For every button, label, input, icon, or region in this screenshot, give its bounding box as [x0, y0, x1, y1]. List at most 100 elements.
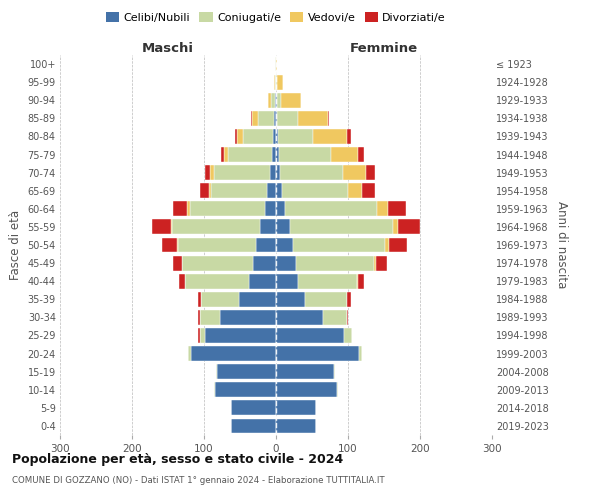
- Bar: [366, 165, 374, 180]
- Bar: [173, 202, 187, 216]
- Bar: [253, 256, 276, 270]
- Bar: [185, 274, 248, 288]
- Bar: [347, 310, 348, 325]
- Bar: [276, 165, 280, 180]
- Bar: [200, 310, 220, 325]
- Bar: [276, 129, 278, 144]
- Bar: [215, 382, 276, 397]
- Bar: [274, 111, 276, 126]
- Bar: [328, 111, 329, 126]
- Bar: [268, 93, 271, 108]
- Bar: [298, 111, 328, 126]
- Bar: [197, 292, 201, 306]
- Bar: [200, 184, 209, 198]
- Bar: [331, 147, 358, 162]
- Bar: [358, 274, 364, 288]
- Bar: [276, 256, 296, 270]
- Bar: [251, 111, 252, 126]
- Bar: [305, 292, 347, 306]
- Bar: [276, 292, 305, 306]
- Bar: [385, 238, 389, 252]
- Bar: [275, 56, 276, 72]
- Bar: [215, 364, 217, 379]
- Bar: [265, 202, 276, 216]
- Bar: [277, 111, 298, 126]
- Bar: [398, 220, 420, 234]
- Bar: [277, 74, 283, 90]
- Bar: [228, 147, 272, 162]
- Bar: [201, 292, 239, 306]
- Bar: [356, 274, 358, 288]
- Bar: [281, 93, 301, 108]
- Bar: [260, 220, 276, 234]
- Bar: [214, 382, 215, 397]
- Bar: [173, 256, 182, 270]
- Bar: [280, 165, 343, 180]
- Bar: [214, 165, 270, 180]
- Bar: [276, 418, 316, 434]
- Bar: [279, 147, 331, 162]
- Bar: [191, 346, 276, 361]
- Bar: [276, 93, 277, 108]
- Bar: [276, 274, 298, 288]
- Bar: [282, 184, 348, 198]
- Bar: [374, 256, 376, 270]
- Bar: [276, 111, 277, 126]
- Bar: [197, 310, 200, 325]
- Bar: [276, 238, 293, 252]
- Bar: [348, 184, 362, 198]
- Bar: [296, 256, 374, 270]
- Bar: [273, 129, 276, 144]
- Bar: [237, 129, 243, 144]
- Bar: [188, 346, 191, 361]
- Bar: [323, 310, 347, 325]
- Bar: [277, 93, 281, 108]
- Bar: [359, 346, 362, 361]
- Bar: [276, 74, 277, 90]
- Bar: [337, 382, 338, 397]
- Bar: [293, 238, 385, 252]
- Bar: [176, 238, 178, 252]
- Bar: [205, 165, 211, 180]
- Bar: [232, 400, 276, 415]
- Bar: [178, 238, 256, 252]
- Bar: [232, 418, 276, 434]
- Bar: [220, 310, 276, 325]
- Bar: [211, 184, 268, 198]
- Bar: [200, 328, 205, 343]
- Bar: [224, 147, 228, 162]
- Legend: Celibi/Nubili, Coniugati/e, Vedovi/e, Divorziati/e: Celibi/Nubili, Coniugati/e, Vedovi/e, Di…: [101, 8, 451, 28]
- Bar: [389, 238, 407, 252]
- Bar: [276, 220, 290, 234]
- Bar: [258, 111, 274, 126]
- Bar: [276, 147, 279, 162]
- Bar: [239, 292, 276, 306]
- Bar: [392, 220, 398, 234]
- Bar: [211, 165, 214, 180]
- Bar: [276, 310, 323, 325]
- Y-axis label: Fasce di età: Fasce di età: [9, 210, 22, 280]
- Bar: [284, 202, 377, 216]
- Bar: [171, 220, 172, 234]
- Text: Maschi: Maschi: [142, 42, 194, 55]
- Text: Femmine: Femmine: [350, 42, 418, 55]
- Y-axis label: Anni di nascita: Anni di nascita: [556, 202, 568, 288]
- Bar: [276, 382, 337, 397]
- Bar: [358, 147, 364, 162]
- Bar: [268, 184, 276, 198]
- Bar: [198, 328, 200, 343]
- Bar: [276, 184, 282, 198]
- Bar: [362, 184, 376, 198]
- Bar: [347, 292, 351, 306]
- Bar: [334, 364, 335, 379]
- Bar: [376, 256, 387, 270]
- Bar: [276, 56, 277, 72]
- Bar: [270, 165, 276, 180]
- Bar: [347, 129, 351, 144]
- Bar: [172, 220, 260, 234]
- Bar: [313, 129, 347, 144]
- Bar: [217, 364, 276, 379]
- Bar: [221, 147, 224, 162]
- Bar: [235, 129, 237, 144]
- Bar: [187, 202, 190, 216]
